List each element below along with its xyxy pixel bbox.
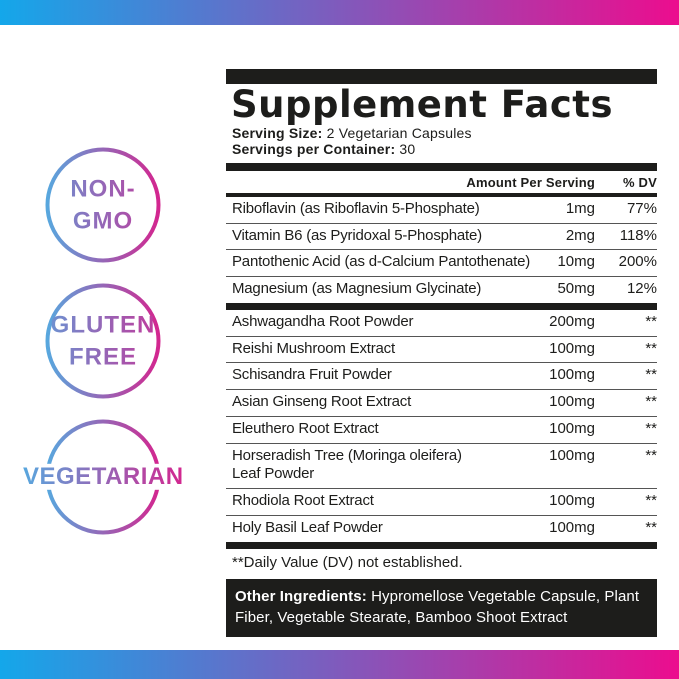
badge-vegetarian-text-wrap: VEGETARIAN [23,463,183,491]
table-row: Rhodiola Root Extract 100mg ** [226,488,657,515]
ingredient-amount: 50mg [557,280,595,298]
ingredient-dv: ** [645,446,657,464]
table-row: Ashwagandha Root Powder 200mg ** [226,310,657,336]
ingredient-dv: ** [645,419,657,437]
vitamin-rows: Riboflavin (as Riboflavin 5-Phosphate) 1… [226,197,657,303]
ingredient-amount: 100mg [549,393,595,411]
ingredient-dv: ** [645,518,657,536]
ingredient-dv: 77% [626,199,657,217]
servings-per-container-line: Servings per Container: 30 [232,140,657,158]
table-header-row: Amount Per Serving % DV [226,171,657,193]
table-row: Horseradish Tree (Moringa oleifera) Leaf… [226,442,657,489]
badge-gluten-free: GLUTEN FREE [23,271,183,411]
ingredient-name: Horseradish Tree (Moringa oleifera) Leaf… [232,446,462,483]
ingredient-amount: 1mg [565,199,595,217]
ingredient-name: Holy Basil Leaf Powder [232,518,383,536]
table-row: Pantothenic Acid (as d-Calcium Pantothen… [226,249,657,276]
panel-title: Supplement Facts [231,83,614,126]
ingredient-dv: ** [645,339,657,357]
other-ingredients-box: Other Ingredients: Hypromellose Vegetabl… [226,578,657,637]
section-divider-rule [226,302,657,310]
ingredient-name: Eleuthero Root Extract [232,419,379,437]
badge-non-gmo-label: NON- GMO [23,173,183,236]
table-row: Holy Basil Leaf Powder 100mg ** [226,514,657,542]
ingredient-dv: 200% [618,253,657,271]
badge-line: GMO [72,207,134,234]
table-row: Magnesium (as Magnesium Glycinate) 50mg … [226,276,657,303]
badge-non-gmo-text-wrap: NON- GMO [23,173,183,236]
badge-non-gmo: NON- GMO [23,135,183,275]
ingredient-amount: 200mg [549,312,595,330]
table-row: Riboflavin (as Riboflavin 5-Phosphate) 1… [226,197,657,223]
badge-line: FREE [68,343,137,370]
herbal-rows: Ashwagandha Root Powder 200mg ** Reishi … [226,310,657,542]
bottom-gradient-bar [0,650,679,679]
dv-footnote: **Daily Value (DV) not established. [232,553,463,571]
top-gradient-bar [0,0,679,25]
ingredient-dv: ** [645,366,657,384]
serving-size-line: Serving Size: 2 Vegetarian Capsules [232,124,657,142]
badge-line: VEGETARIAN [23,462,184,490]
servings-label: Servings per Container: [232,140,396,157]
ingredient-amount: 100mg [549,492,595,510]
ingredient-dv: 12% [626,280,657,298]
badge-gluten-free-label: GLUTEN FREE [23,309,183,372]
table-row: Schisandra Fruit Powder 100mg ** [226,362,657,389]
ingredient-name: Ashwagandha Root Powder [232,312,414,330]
badge-vegetarian-label: VEGETARIAN [23,464,183,490]
ingredient-name: Magnesium (as Magnesium Glycinate) [232,280,482,298]
ingredient-dv: ** [645,393,657,411]
header-amount-per-serving: Amount Per Serving [466,174,595,190]
ingredient-amount: 10mg [557,253,595,271]
section-divider-rule [226,541,657,549]
ingredient-name: Reishi Mushroom Extract [232,339,395,357]
badge-vegetarian: VEGETARIAN [23,407,183,547]
ingredient-dv: 118% [619,226,657,244]
gradient-circle-icon [45,147,161,263]
ingredient-amount: 100mg [549,446,595,464]
serving-size-value: 2 Vegetarian Capsules [326,124,472,141]
table-row: Eleuthero Root Extract 100mg ** [226,415,657,443]
badge-gluten-free-text-wrap: GLUTEN FREE [23,309,183,372]
ingredient-name: Pantothenic Acid (as d-Calcium Pantothen… [232,253,531,271]
serving-size-label: Serving Size: [232,124,323,141]
badge-line: GLUTEN [50,311,156,339]
supplement-facts-panel: Supplement Facts Serving Size: 2 Vegetar… [226,69,657,637]
ingredient-amount: 100mg [549,518,595,536]
ingredient-name: Riboflavin (as Riboflavin 5-Phosphate) [232,199,480,217]
other-ingredients-value: Hypromellose Vegetable Capsule, Plant Fi… [235,587,640,626]
ingredient-dv: ** [645,312,657,330]
gradient-circle-icon [45,283,161,399]
table-row: Asian Ginseng Root Extract 100mg ** [226,389,657,416]
header-percent-dv: % DV [622,174,657,190]
header-underline-rule [226,192,657,197]
panel-serving-rule [226,162,657,171]
ingredient-amount: 2mg [565,226,595,244]
panel-top-rule [226,69,657,84]
ingredient-amount: 100mg [549,419,595,437]
badge-line: NON- [70,175,136,203]
table-row: Reishi Mushroom Extract 100mg ** [226,335,657,363]
ingredient-amount: 100mg [549,366,595,384]
ingredient-amount: 100mg [549,339,595,357]
servings-value: 30 [399,140,416,157]
ingredient-name: Vitamin B6 (as Pyridoxal 5-Phosphate) [232,226,482,244]
other-ingredients-label: Other Ingredients: [235,587,367,605]
ingredient-name: Asian Ginseng Root Extract [232,393,412,411]
ingredient-name: Rhodiola Root Extract [232,492,374,510]
ingredient-dv: ** [645,492,657,510]
table-row: Vitamin B6 (as Pyridoxal 5-Phosphate) 2m… [226,222,657,250]
ingredient-name: Schisandra Fruit Powder [232,366,392,384]
